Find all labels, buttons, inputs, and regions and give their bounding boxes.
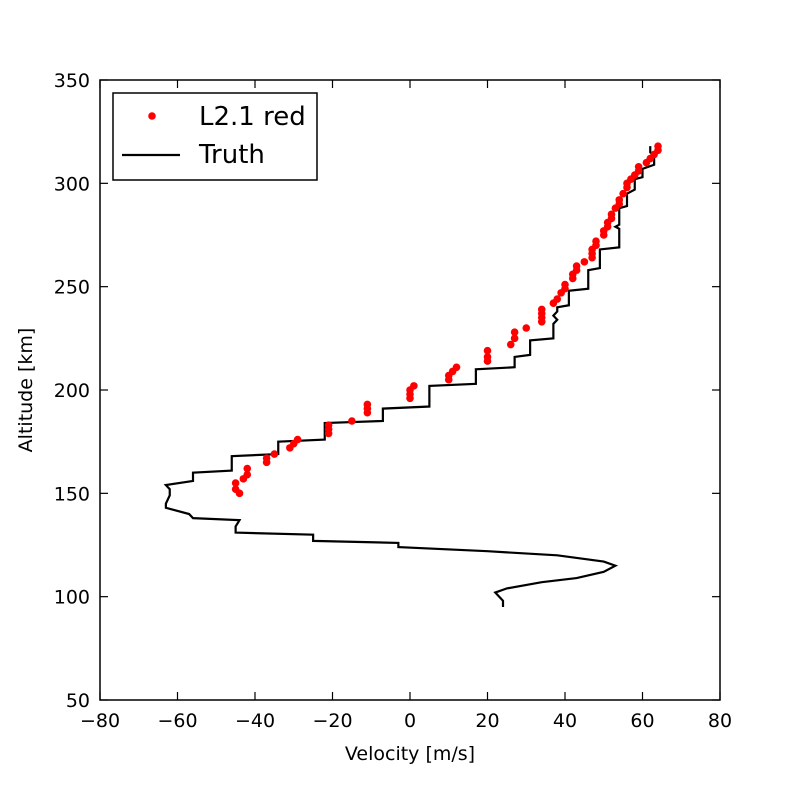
plot-area	[163, 142, 662, 607]
l21-red-point-18	[363, 400, 372, 409]
legend-entry-truth: Truth	[122, 140, 265, 170]
l21-red-point-4	[243, 470, 252, 479]
x-tick-label-2: −40	[235, 710, 275, 732]
l21-red-point-14	[324, 421, 333, 429]
x-tick-label-1: −60	[157, 710, 197, 732]
y-tick-label-2: 150	[54, 483, 90, 505]
x-axis-label: Velocity [m/s]	[345, 743, 475, 765]
l21-red-point-30	[506, 340, 515, 349]
l21-red-point-68	[634, 163, 643, 171]
x-tick-label-8: 80	[708, 710, 732, 732]
l21-red-point-58	[607, 210, 616, 219]
x-tick-label-3: −20	[312, 710, 352, 732]
legend-label-truth: Truth	[198, 140, 265, 170]
l21-red-point-46	[572, 262, 581, 270]
y-tick-label-0: 50	[66, 690, 90, 712]
plot-frame	[99, 79, 721, 701]
l21-red-point-5	[243, 464, 252, 473]
l21-red-point-47	[580, 258, 589, 266]
x-tick-label-6: 40	[553, 710, 577, 732]
truth-line	[163, 146, 656, 607]
y-tick-label-3: 200	[54, 380, 90, 402]
l21-red-point-31	[510, 334, 519, 343]
y-tick-label-5: 300	[54, 173, 90, 195]
l21-red-point-37	[537, 305, 546, 314]
l21-red-point-7	[262, 454, 271, 463]
l21-red-point-61	[615, 196, 624, 204]
l21-red-point-28	[483, 353, 492, 361]
l21-red-point-11	[293, 435, 302, 444]
x-tick-label-0: −80	[80, 710, 120, 732]
l21-red-point-32	[510, 328, 519, 336]
l21-red-point-33	[522, 324, 531, 332]
l21-red-point-42	[561, 280, 569, 289]
legend-label-l21-red: L2.1 red	[199, 102, 306, 132]
legend-marker-l21-red	[148, 112, 156, 120]
l21-red-point-26	[452, 363, 461, 372]
y-axis-label: Altitude [km]	[15, 328, 37, 453]
l21-red-point-8	[270, 450, 279, 458]
l21-red-point-15	[348, 417, 356, 425]
l21-red-point-52	[592, 237, 600, 245]
x-tick-label-4: 0	[404, 710, 416, 732]
l21-red-point-62	[619, 189, 627, 198]
l21-red-point-22	[410, 382, 418, 390]
y-tick-label-6: 350	[54, 70, 90, 92]
y-tick-label-1: 100	[54, 587, 90, 609]
tick-labels: −80 −60 −40 −20 0 20 40 60 80 50 100 150 200 250 300 35…	[54, 70, 732, 732]
l21-red-point-39	[553, 295, 562, 303]
l21-red-point-29	[483, 346, 492, 355]
l21-red-point-2	[235, 489, 244, 498]
legend: L2.1 red Truth	[112, 92, 318, 181]
y-tick-label-4: 250	[54, 277, 90, 299]
legend-entry-l21-red: L2.1 red	[148, 102, 306, 132]
l21-red-point-0	[231, 479, 240, 487]
legend-box	[112, 92, 318, 181]
l21-red-point-73	[654, 142, 662, 150]
x-tick-label-5: 20	[475, 710, 499, 732]
x-tick-label-7: 60	[630, 710, 654, 732]
